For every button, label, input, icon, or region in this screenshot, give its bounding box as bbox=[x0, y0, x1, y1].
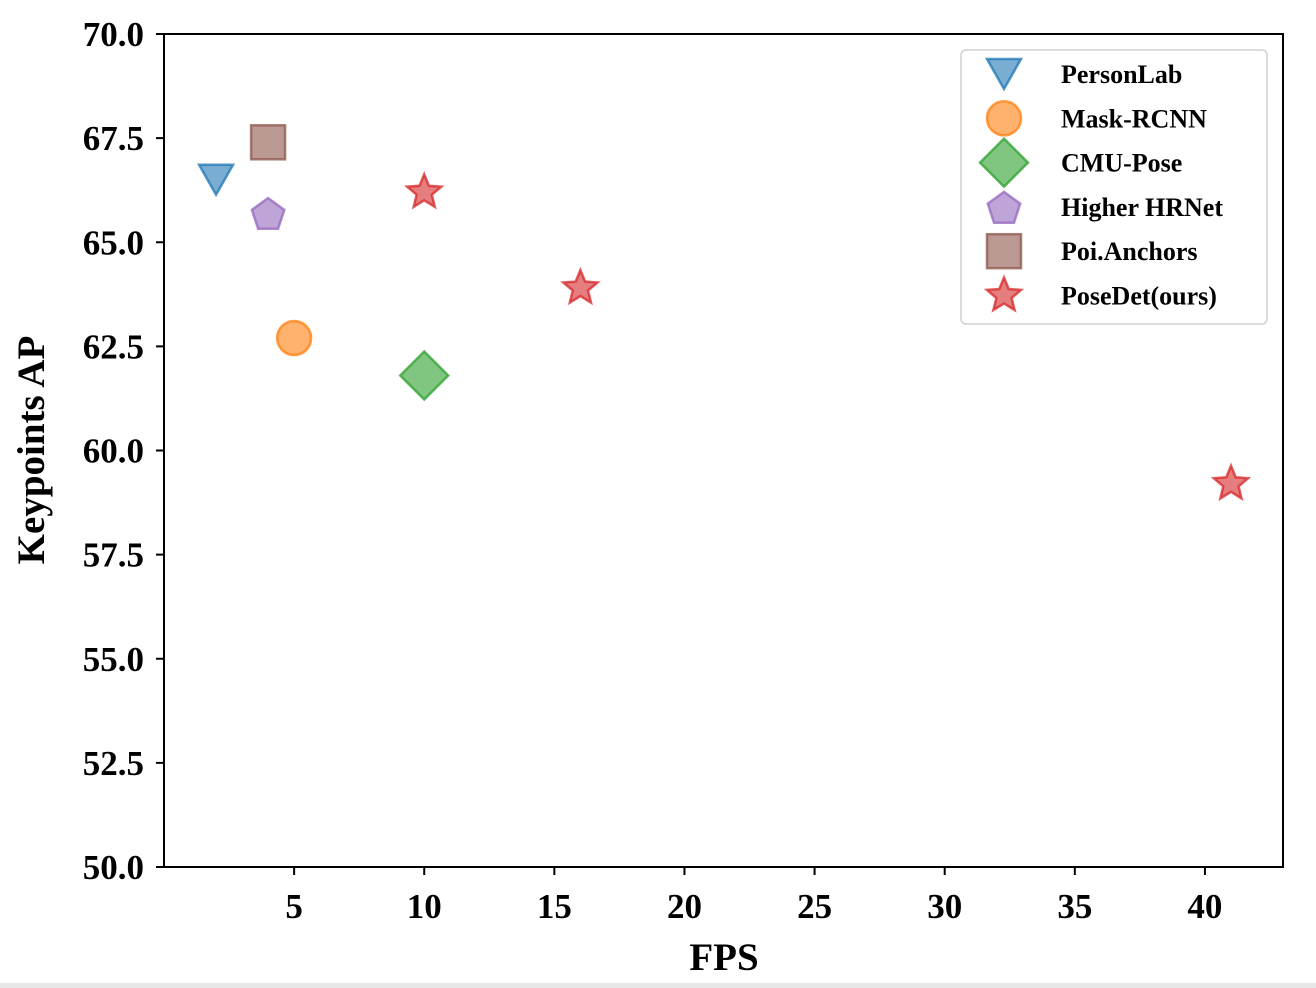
y-axis: 50.0 52.5 55.0 57.5 60.0 62.5 65.0 67.5 70.0 bbox=[83, 15, 164, 887]
legend-item: Poi.Anchors bbox=[985, 232, 1198, 270]
legend-label: Poi.Anchors bbox=[1061, 237, 1198, 266]
data-point-diamond bbox=[398, 349, 451, 402]
y-tick-label: 57.5 bbox=[83, 536, 144, 575]
legend-item: Mask-RCNN bbox=[985, 100, 1207, 137]
legend-box bbox=[960, 49, 1268, 325]
x-tick-label: 15 bbox=[537, 887, 572, 926]
y-tick-label: 62.5 bbox=[83, 327, 144, 366]
data-point-circle bbox=[275, 319, 313, 357]
pentagon-icon bbox=[986, 190, 1022, 224]
legend: PersonLab Mask-RCNN CMU-Pose Higher HRNet Po… bbox=[960, 49, 1268, 325]
triangle-down-icon bbox=[984, 57, 1024, 92]
x-tick-label: 30 bbox=[927, 887, 962, 926]
legend-label: PoseDet(ours) bbox=[1061, 282, 1217, 311]
x-tick-label: 10 bbox=[407, 887, 442, 926]
data-point-square bbox=[249, 124, 287, 161]
legend-item: CMU-Pose bbox=[978, 136, 1182, 189]
diamond-icon bbox=[978, 136, 1030, 189]
legend-label: Higher HRNet bbox=[1061, 193, 1223, 222]
legend-label: PersonLab bbox=[1061, 60, 1182, 89]
circle-icon bbox=[985, 100, 1023, 137]
data-point-star bbox=[1210, 462, 1252, 502]
data-markers bbox=[196, 124, 1252, 502]
y-tick-label: 70.0 bbox=[83, 15, 144, 54]
y-tick-label: 55.0 bbox=[83, 640, 144, 679]
x-tick-label: 25 bbox=[797, 887, 832, 926]
data-point-star bbox=[403, 170, 445, 210]
x-tick-label: 20 bbox=[667, 887, 702, 926]
legend-label: CMU-Pose bbox=[1061, 149, 1182, 178]
y-axis-label: Keypoints AP bbox=[10, 336, 53, 565]
x-axis: 5 10 15 20 25 30 35 40 bbox=[285, 867, 1222, 926]
square-icon bbox=[985, 232, 1023, 270]
legend-label: Mask-RCNN bbox=[1061, 104, 1207, 133]
x-tick-label: 35 bbox=[1057, 887, 1092, 926]
legend-item: PoseDet(ours) bbox=[983, 274, 1217, 313]
x-tick-label: 40 bbox=[1187, 887, 1222, 926]
star-icon bbox=[983, 274, 1025, 313]
data-point-triangle-down bbox=[196, 163, 236, 198]
legend-item: Higher HRNet bbox=[986, 190, 1223, 224]
y-tick-label: 65.0 bbox=[83, 223, 144, 262]
y-tick-label: 52.5 bbox=[83, 744, 144, 783]
data-point-pentagon bbox=[250, 196, 286, 231]
y-tick-label: 67.5 bbox=[83, 119, 144, 158]
data-point-star bbox=[560, 266, 601, 306]
legend-item: PersonLab bbox=[984, 57, 1182, 92]
x-axis-label: FPS bbox=[689, 936, 758, 979]
x-tick-label: 5 bbox=[285, 887, 303, 926]
y-tick-label: 60.0 bbox=[83, 432, 144, 471]
window-bottom-edge bbox=[0, 983, 1316, 988]
y-tick-label: 50.0 bbox=[83, 848, 144, 887]
